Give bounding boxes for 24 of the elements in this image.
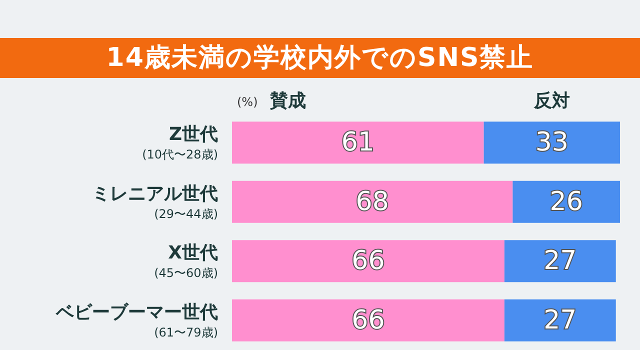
- series-label: 賛成: [269, 90, 306, 112]
- series-label: 反対: [532, 90, 570, 112]
- bar: [512, 180, 620, 223]
- y-tick-label: X世代 (45〜60歳): [154, 242, 218, 280]
- data-label: 66: [352, 305, 385, 336]
- y-tick-label: ベビーブーマー世代 (61〜79歳): [55, 302, 218, 340]
- bar: [232, 299, 504, 342]
- data-label: 66: [352, 246, 385, 276]
- bar: [504, 299, 616, 342]
- data-label: 26: [550, 186, 583, 217]
- data-label: 27: [544, 305, 577, 336]
- data-label: 33: [535, 128, 568, 158]
- bar: [232, 122, 484, 164]
- data-label: 27: [544, 246, 577, 276]
- bar: [504, 240, 616, 282]
- chart-title: 14歳未満の学校内外でのSNS禁止: [0, 38, 640, 78]
- data-label: 61: [341, 128, 374, 158]
- y-tick-label: ミレニアル世代 (29〜44歳): [92, 183, 218, 221]
- bar: [232, 180, 513, 223]
- data-label: 68: [356, 186, 389, 217]
- text: (%): [237, 95, 258, 109]
- bar: [232, 240, 504, 282]
- y-tick-label: Z世代 (10代〜28歳): [142, 124, 218, 162]
- bar: [484, 122, 620, 164]
